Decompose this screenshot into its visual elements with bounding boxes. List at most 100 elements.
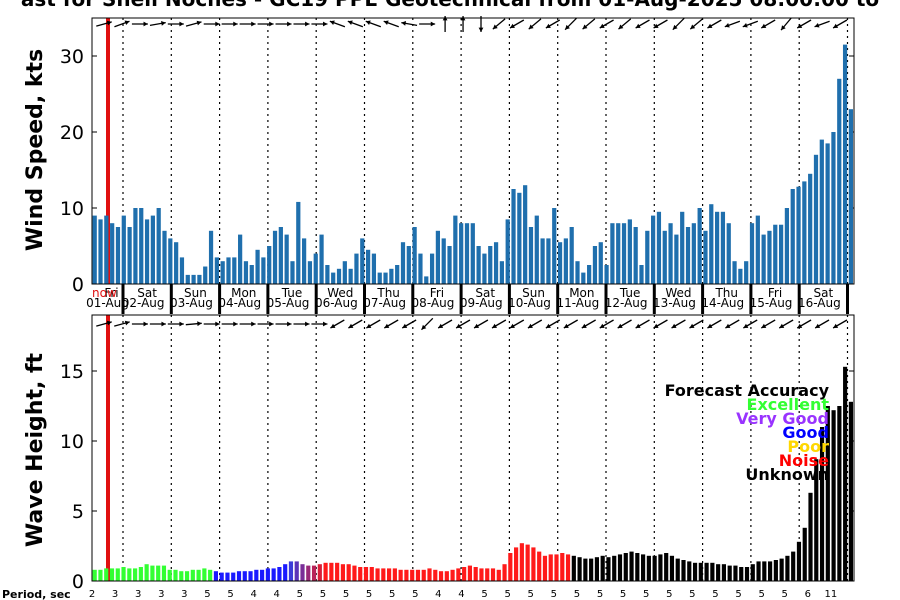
wave-arrow-head xyxy=(179,321,184,327)
wave-bar xyxy=(589,558,594,581)
wave-bar xyxy=(675,558,680,581)
wave-bar xyxy=(496,569,501,581)
date-label: 12-Aug xyxy=(605,296,648,310)
wave-arrow xyxy=(131,321,148,327)
wind-bar xyxy=(848,109,853,284)
wind-arrow xyxy=(724,20,741,28)
wind-arrow xyxy=(832,19,848,29)
wind-bar xyxy=(365,249,371,284)
period-value: 3 xyxy=(135,589,141,600)
legend-item: Noise xyxy=(779,451,829,470)
wave-arrow-head xyxy=(143,321,148,327)
wave-arrow-head xyxy=(509,323,515,328)
wind-bar xyxy=(645,230,650,284)
wave-bar xyxy=(692,562,698,581)
wind-bar xyxy=(412,227,417,284)
wave-bar xyxy=(398,569,403,581)
wind-plot-frame xyxy=(91,17,855,285)
period-value: 5 xyxy=(758,589,764,600)
wave-bar xyxy=(219,572,224,581)
wave-bar xyxy=(433,569,438,581)
legend-item: Excellent xyxy=(747,395,830,414)
wave-arrow xyxy=(743,319,758,329)
wind-bar xyxy=(720,211,726,284)
date-label: 04-Aug xyxy=(218,296,261,310)
wind-bar xyxy=(557,242,563,284)
wave-bar xyxy=(381,568,386,581)
wave-arrow-head xyxy=(348,323,354,328)
wave-arrow xyxy=(814,319,830,329)
wind-bar xyxy=(302,238,307,284)
wind-arrow-head xyxy=(814,22,820,28)
wave-arrow-head xyxy=(269,321,274,327)
wind-arrow-head xyxy=(781,25,786,31)
wind-bar xyxy=(598,242,603,284)
wind-arrow xyxy=(401,21,418,27)
wind-arrow xyxy=(96,20,112,27)
wave-arrow xyxy=(437,319,453,329)
wind-bar xyxy=(778,224,784,284)
wave-bar xyxy=(127,568,132,581)
wind-bar xyxy=(191,274,196,284)
wave-arrow xyxy=(653,319,668,329)
wind-bar xyxy=(668,223,673,284)
wind-arrow xyxy=(564,17,577,31)
wave-bar xyxy=(387,568,392,581)
wave-bar xyxy=(467,565,472,581)
wave-bar xyxy=(542,555,548,581)
wave-bar xyxy=(323,562,328,581)
date-label: 11-Aug xyxy=(556,296,599,310)
wave-bar xyxy=(762,561,767,581)
wind-arrow xyxy=(131,21,148,27)
period-value: 2 xyxy=(89,589,95,600)
wind-arrow xyxy=(760,19,776,29)
wave-bar xyxy=(415,569,421,581)
period-value: 5 xyxy=(551,589,557,600)
wave-bar xyxy=(721,564,726,581)
period-value: 5 xyxy=(712,589,718,600)
wave-bar xyxy=(658,554,663,581)
wind-bar xyxy=(563,238,568,284)
wind-bar xyxy=(441,238,446,284)
wind-arrow-head xyxy=(179,21,184,27)
period-value: 5 xyxy=(528,589,534,600)
wave-bar xyxy=(260,569,265,581)
date-label: 06-Aug xyxy=(315,296,358,310)
wave-bar xyxy=(779,558,784,581)
wave-arrow-head xyxy=(743,323,749,328)
day-label: Sat xyxy=(475,286,495,300)
wave-arrow-head xyxy=(287,321,292,327)
wind-bar xyxy=(773,224,778,284)
wind-bar xyxy=(383,272,388,284)
wind-bar xyxy=(476,246,481,284)
wind-bar xyxy=(354,253,359,284)
wave-bar xyxy=(167,569,172,581)
wave-bar xyxy=(739,567,744,581)
wave-bar xyxy=(404,569,409,581)
wave-bar xyxy=(340,564,345,581)
wind-bar xyxy=(697,208,702,284)
wind-arrow xyxy=(383,20,399,28)
wave-bar xyxy=(410,569,415,581)
wind-bar xyxy=(685,227,691,284)
wind-arrow xyxy=(365,20,382,28)
wave-bar xyxy=(283,564,288,581)
wind-arrow-head xyxy=(305,21,310,27)
wind-bar xyxy=(249,265,254,284)
wind-x-labels: Fri01-AugSat02-AugSun03-AugMon04-AugTue0… xyxy=(86,284,849,314)
wave-bar xyxy=(698,562,703,581)
wind-arrow-head xyxy=(724,22,730,28)
wind-bar xyxy=(110,223,115,284)
date-label: 15-Aug xyxy=(750,296,793,310)
day-label: Fri xyxy=(104,286,118,300)
day-label: Sun xyxy=(184,286,207,300)
wave-arrow-head xyxy=(233,321,238,327)
wave-bar xyxy=(473,567,478,581)
wind-bar xyxy=(348,268,353,284)
wind-arrow-head xyxy=(672,24,678,30)
wave-bar xyxy=(635,553,640,581)
wave-bar xyxy=(208,569,213,581)
wave-direction-arrows xyxy=(96,317,848,331)
wave-bar xyxy=(565,554,571,581)
wave-bar xyxy=(104,568,109,581)
